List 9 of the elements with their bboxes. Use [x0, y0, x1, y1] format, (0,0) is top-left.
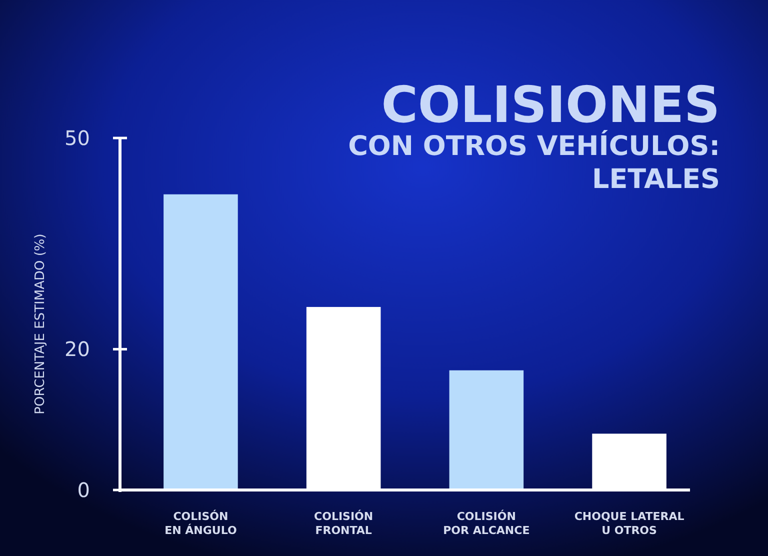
x-tick-label: CHOQUE LATERAL U OTROS [574, 510, 684, 537]
x-tick-label: COLISÓN EN ÁNGULO [164, 509, 237, 537]
y-tick-label: 0 [77, 478, 90, 502]
x-tick-label: COLISIÓN POR ALCANCE [443, 509, 530, 537]
y-axis-title: PORCENTAJE ESTIMADO (%) [33, 234, 48, 414]
y-tick-label: 50 [64, 126, 90, 150]
chart-subtitle: CON OTROS VEHÍCULOS: LETALES [348, 129, 720, 195]
y-tick-label: 20 [64, 337, 90, 362]
x-tick-label: COLISIÓN FRONTAL [314, 509, 374, 537]
